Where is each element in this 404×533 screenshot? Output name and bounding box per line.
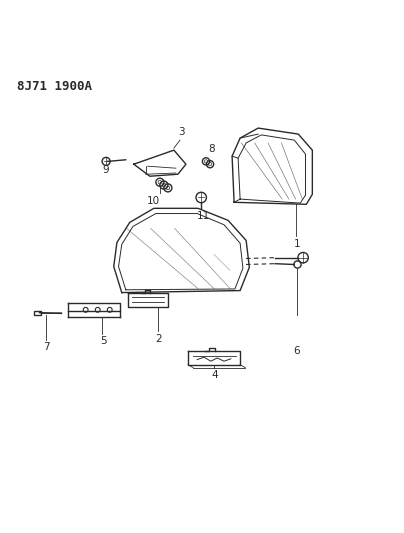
Text: 8: 8 (208, 144, 215, 154)
Text: 7: 7 (44, 342, 50, 352)
Text: 10: 10 (147, 196, 160, 206)
Text: 6: 6 (293, 346, 300, 356)
Bar (34, 311, 41, 316)
Text: 1: 1 (293, 239, 300, 249)
Text: 4: 4 (211, 370, 218, 380)
Text: 9: 9 (103, 165, 109, 175)
Text: 5: 5 (100, 336, 106, 346)
Text: 2: 2 (155, 334, 162, 344)
Text: 3: 3 (178, 127, 185, 138)
Text: 8J71 1900A: 8J71 1900A (17, 80, 93, 93)
Text: 11: 11 (197, 211, 210, 221)
